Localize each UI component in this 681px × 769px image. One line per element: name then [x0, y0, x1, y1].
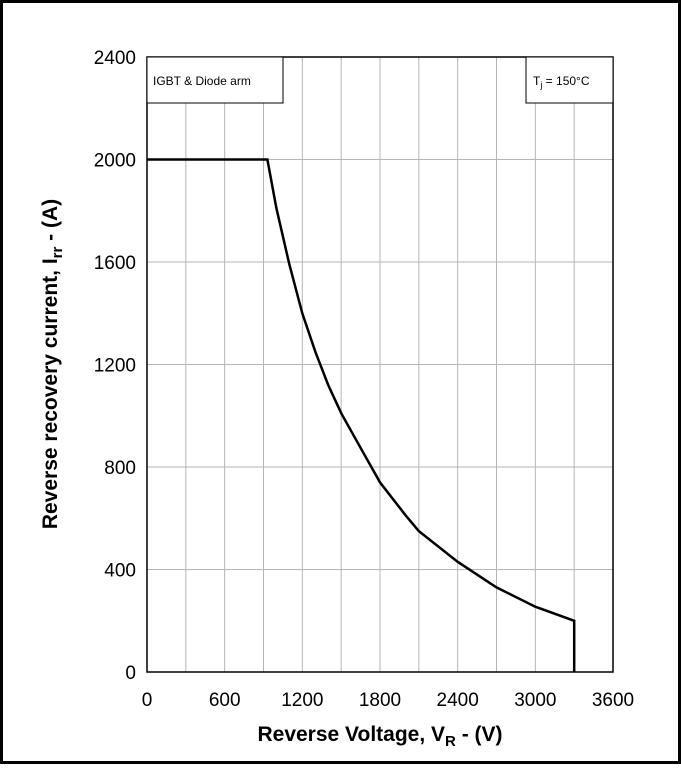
y-tick-label: 2000 [94, 151, 136, 172]
x-tick-label: 0 [142, 690, 153, 711]
x-tick-label: 2400 [437, 690, 479, 711]
x-axis-title-sub: R [445, 733, 456, 750]
y-tick-labels: 0 400 800 1200 1600 2000 2400 [94, 48, 136, 684]
annotation-right: Tj = 150°C [525, 56, 614, 104]
annotation-left-box [146, 56, 284, 104]
x-tick-label: 3000 [514, 690, 556, 711]
x-tick-label: 1800 [359, 690, 401, 711]
y-axis-title-sub: rr [49, 247, 66, 259]
recovery-current-curve [147, 158, 576, 672]
x-tick-labels: 0 600 1200 1800 2400 3000 3600 [142, 690, 634, 711]
annotation-right-tail: = 150°C [542, 74, 589, 88]
grid [147, 57, 613, 672]
annotation-right-sub: j [539, 80, 542, 90]
y-axis-title-main: Reverse recovery current, I [39, 258, 62, 529]
x-axis-title-main: Reverse Voltage, V [257, 723, 445, 746]
y-tick-label: 1600 [94, 253, 136, 274]
y-tick-label: 400 [104, 561, 136, 582]
x-tick-label: 600 [209, 690, 241, 711]
x-tick-label: 3600 [592, 690, 634, 711]
y-tick-label: 1200 [94, 356, 136, 377]
x-axis-title: Reverse Voltage, VR - (V) [257, 723, 502, 750]
plot-area-border [146, 56, 614, 673]
annotation-left: IGBT & Diode arm [146, 56, 284, 104]
annotation-right-box [525, 56, 614, 104]
annotation-right-text: Tj = 150°C [533, 74, 590, 90]
y-tick-label: 2400 [94, 48, 136, 69]
annotation-right-main: T [533, 74, 541, 88]
y-axis-title: Reverse recovery current, Irr - (A) [39, 199, 66, 529]
y-axis-title-tail: - (A) [39, 199, 62, 247]
x-axis-title-tail: - (V) [456, 723, 503, 746]
annotation-left-text: IGBT & Diode arm [153, 74, 251, 88]
y-tick-label: 800 [104, 458, 136, 479]
y-tick-label: 0 [125, 663, 136, 684]
x-tick-label: 1200 [281, 690, 323, 711]
